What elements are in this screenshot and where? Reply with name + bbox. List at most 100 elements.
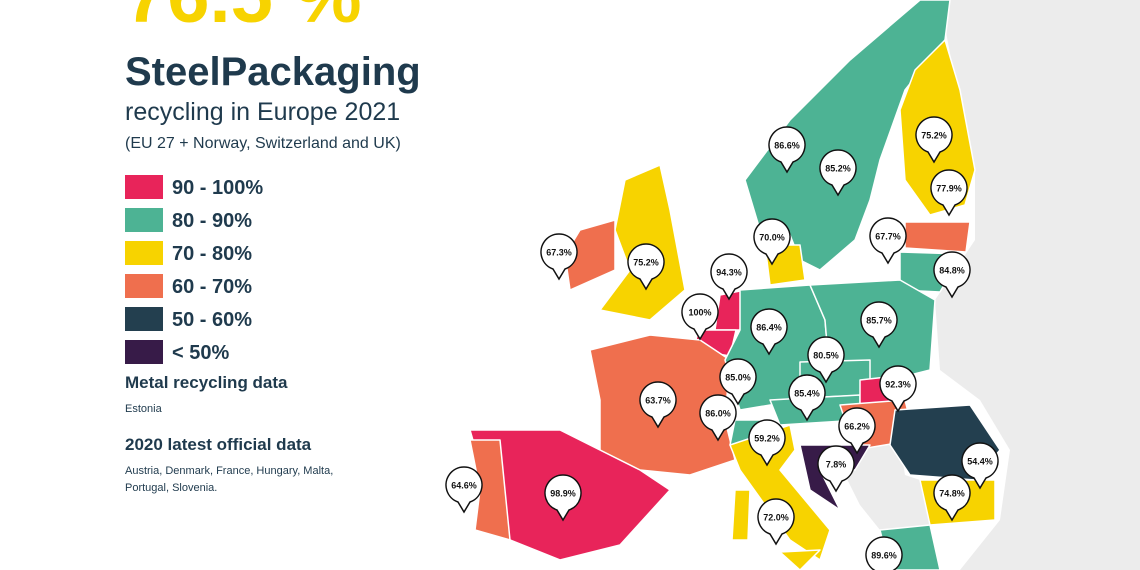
- pin: 98.9%: [544, 474, 582, 522]
- subtitle: recycling in Europe 2021: [125, 98, 400, 126]
- pin-label: 84.8%: [939, 265, 965, 275]
- pin-shape: [627, 243, 665, 291]
- pin-label: 85.2%: [825, 163, 851, 173]
- pin-label: 67.3%: [546, 247, 572, 257]
- pin: 54.4%: [961, 442, 999, 490]
- section-text: Portugal, Slovenia.: [125, 482, 217, 494]
- pin: 77.9%: [930, 169, 968, 217]
- pin-label: 66.2%: [844, 421, 870, 431]
- legend-swatch: [125, 340, 163, 364]
- note: (EU 27 + Norway, Switzerland and UK): [125, 135, 401, 152]
- pin-label: 85.7%: [866, 315, 892, 325]
- pin-label: 100%: [688, 307, 711, 317]
- pin-shape: [838, 407, 876, 455]
- country: [904, 221, 971, 253]
- pin: 85.2%: [819, 149, 857, 197]
- pin: 84.8%: [933, 251, 971, 299]
- section-text: Estonia: [125, 403, 163, 415]
- pin-shape: [869, 217, 907, 265]
- legend-swatch: [125, 208, 163, 232]
- legend-swatch: [125, 241, 163, 265]
- pin-label: 74.8%: [939, 488, 965, 498]
- pin: 92.3%: [879, 365, 917, 413]
- pin: 80.5%: [807, 336, 845, 384]
- legend-label: < 50%: [172, 342, 229, 364]
- pin-shape: [915, 116, 953, 164]
- pin: 67.7%: [869, 217, 907, 265]
- pin-label: 77.9%: [936, 183, 962, 193]
- pin-shape: [865, 536, 903, 570]
- pin-label: 67.7%: [875, 231, 901, 241]
- pin-shape: [788, 374, 826, 422]
- pin-shape: [719, 358, 757, 406]
- pin-label: 70.0%: [759, 232, 785, 242]
- country: [744, 0, 951, 271]
- pin-shape: [750, 308, 788, 356]
- pin-shape: [807, 336, 845, 384]
- pin-label: 86.6%: [774, 140, 800, 150]
- legend-label: 90 - 100%: [172, 177, 263, 199]
- pin-shape: [710, 253, 748, 301]
- pin-shape: [768, 126, 806, 174]
- pin-label: 89.6%: [871, 550, 897, 560]
- legend-swatch: [125, 175, 163, 199]
- pin: 74.8%: [933, 474, 971, 522]
- legend-label: 70 - 80%: [172, 243, 252, 265]
- pin-label: 64.6%: [451, 480, 477, 490]
- pin-label: 98.9%: [550, 488, 576, 498]
- pin-label: 80.5%: [813, 350, 839, 360]
- pin-label: 72.0%: [763, 512, 789, 522]
- pin: 85.0%: [719, 358, 757, 406]
- pin-label: 75.2%: [633, 257, 659, 267]
- pin-label: 85.4%: [794, 388, 820, 398]
- pin: 59.2%: [748, 419, 786, 467]
- sections: Metal recycling data Estonia 2020 latest o…: [125, 373, 333, 494]
- legend: 90 - 100% 80 - 90% 70 - 80% 60 - 70% 50 - 60…: [125, 175, 263, 364]
- pin-shape: [748, 419, 786, 467]
- pin-shape: [540, 233, 578, 281]
- legend-swatch: [125, 307, 163, 331]
- pin-label: 86.0%: [705, 408, 731, 418]
- pin: 89.6%: [865, 536, 903, 570]
- map: [469, 0, 1140, 570]
- pin-shape: [699, 394, 737, 442]
- pin: 86.0%: [699, 394, 737, 442]
- pin-label: 7.8%: [826, 459, 847, 469]
- legend-swatch: [125, 274, 163, 298]
- pin-label: 94.3%: [716, 267, 742, 277]
- pin: 86.6%: [768, 126, 806, 174]
- pin-shape: [933, 251, 971, 299]
- country: [729, 424, 831, 561]
- pin-shape: [639, 381, 677, 429]
- pin-label: 92.3%: [885, 379, 911, 389]
- pin-shape: [879, 365, 917, 413]
- pin-shape: [933, 474, 971, 522]
- pin-shape: [817, 445, 855, 493]
- pin: 67.3%: [540, 233, 578, 281]
- pin-shape: [819, 149, 857, 197]
- pin-shape: [961, 442, 999, 490]
- pin: 86.4%: [750, 308, 788, 356]
- legend-label: 50 - 60%: [172, 309, 252, 331]
- pin: 85.4%: [788, 374, 826, 422]
- pin: 72.0%: [757, 498, 795, 546]
- pin: 94.3%: [710, 253, 748, 301]
- pin-label: 86.4%: [756, 322, 782, 332]
- pin-label: 63.7%: [645, 395, 671, 405]
- pin: 7.8%: [817, 445, 855, 493]
- section-text: Austria, Denmark, France, Hungary, Malta…: [125, 465, 333, 477]
- country: [779, 549, 821, 570]
- section-heading: 2020 latest official data: [125, 435, 312, 454]
- country: [599, 164, 686, 321]
- legend-label: 80 - 90%: [172, 210, 252, 232]
- pin: 75.2%: [627, 243, 665, 291]
- pin: 100%: [681, 293, 719, 341]
- pin-shape: [757, 498, 795, 546]
- pin-shape: [753, 218, 791, 266]
- pin: 85.7%: [860, 301, 898, 349]
- pin-label: 59.2%: [754, 433, 780, 443]
- pin-label: 75.2%: [921, 130, 947, 140]
- non-member-land: [845, 440, 930, 530]
- pin: 75.2%: [915, 116, 953, 164]
